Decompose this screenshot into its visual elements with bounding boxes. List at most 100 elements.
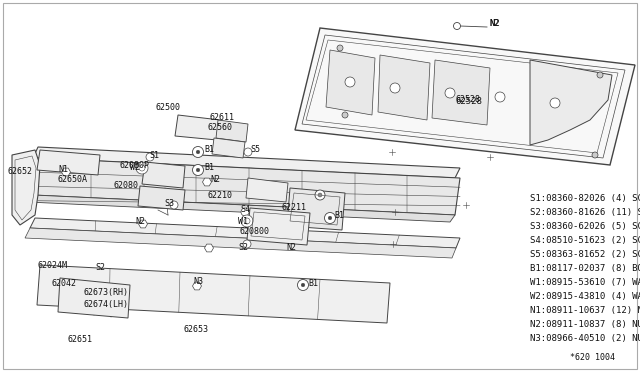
Text: S4:08510-51623 (2) SCREW: S4:08510-51623 (2) SCREW — [530, 235, 640, 244]
Circle shape — [301, 283, 305, 287]
Polygon shape — [33, 158, 460, 215]
Polygon shape — [142, 162, 185, 188]
Text: W2: W2 — [130, 164, 140, 173]
Text: 62651: 62651 — [68, 336, 93, 344]
Text: 62211: 62211 — [282, 203, 307, 212]
Circle shape — [592, 152, 598, 158]
Text: 62024M: 62024M — [38, 262, 68, 270]
Circle shape — [315, 190, 325, 200]
Circle shape — [241, 215, 253, 227]
Polygon shape — [326, 50, 375, 115]
Circle shape — [318, 193, 322, 197]
Circle shape — [244, 218, 250, 224]
Text: 62653: 62653 — [183, 326, 208, 334]
Circle shape — [298, 279, 308, 291]
Text: S5:08363-81652 (2) SCREW: S5:08363-81652 (2) SCREW — [530, 250, 640, 259]
Circle shape — [337, 45, 343, 51]
Polygon shape — [202, 178, 211, 186]
Text: 62652: 62652 — [8, 167, 33, 176]
Circle shape — [244, 148, 252, 156]
Circle shape — [445, 88, 455, 98]
Polygon shape — [212, 138, 245, 158]
Text: 62042: 62042 — [52, 279, 77, 289]
Text: S3: S3 — [164, 199, 174, 208]
Text: 62560: 62560 — [207, 124, 232, 132]
Circle shape — [390, 83, 400, 93]
Text: W1:08915-53610 (7) WASHER: W1:08915-53610 (7) WASHER — [530, 278, 640, 286]
Text: N3: N3 — [193, 278, 203, 286]
Text: 62528: 62528 — [456, 96, 481, 105]
Text: 62673(RH): 62673(RH) — [84, 289, 129, 298]
Polygon shape — [287, 188, 345, 230]
Text: 62650A: 62650A — [58, 176, 88, 185]
Text: B1: B1 — [204, 145, 214, 154]
Text: B1: B1 — [204, 164, 214, 173]
Text: N2: N2 — [135, 218, 145, 227]
Circle shape — [328, 216, 332, 220]
Text: S4: S4 — [240, 205, 250, 215]
Circle shape — [193, 164, 204, 176]
Circle shape — [550, 98, 560, 108]
Polygon shape — [205, 244, 214, 252]
Polygon shape — [193, 282, 202, 290]
Text: N2: N2 — [489, 19, 500, 29]
Polygon shape — [58, 278, 130, 318]
Polygon shape — [28, 195, 455, 222]
Text: *620 1004: *620 1004 — [570, 353, 615, 362]
Circle shape — [136, 162, 148, 174]
Text: W2:08915-43810 (4) WASHER: W2:08915-43810 (4) WASHER — [530, 292, 640, 301]
Circle shape — [495, 92, 505, 102]
Text: 62500: 62500 — [155, 103, 180, 112]
Text: N3:08966-40510 (2) NUT: N3:08966-40510 (2) NUT — [530, 334, 640, 343]
Polygon shape — [246, 178, 288, 202]
Polygon shape — [61, 168, 70, 176]
Polygon shape — [30, 218, 460, 248]
Polygon shape — [37, 265, 390, 323]
Text: 62210: 62210 — [207, 192, 232, 201]
Text: S2: S2 — [238, 244, 248, 253]
Circle shape — [324, 212, 335, 224]
Text: N2:08911-10837 (8) NUT: N2:08911-10837 (8) NUT — [530, 320, 640, 328]
Circle shape — [146, 153, 154, 161]
Circle shape — [345, 77, 355, 87]
Polygon shape — [295, 28, 635, 165]
Circle shape — [243, 240, 251, 248]
Text: 62080: 62080 — [113, 182, 138, 190]
Circle shape — [193, 147, 204, 157]
Circle shape — [170, 201, 178, 209]
Text: 62611: 62611 — [210, 113, 235, 122]
Polygon shape — [138, 220, 147, 228]
Polygon shape — [37, 150, 100, 175]
Polygon shape — [216, 120, 248, 142]
Circle shape — [196, 168, 200, 172]
Text: 620800: 620800 — [240, 228, 270, 237]
Polygon shape — [247, 208, 310, 245]
Text: 62080P: 62080P — [120, 160, 150, 170]
Polygon shape — [25, 228, 456, 258]
Text: 62674(LH): 62674(LH) — [84, 301, 129, 310]
Polygon shape — [138, 186, 185, 210]
Text: N2: N2 — [210, 176, 220, 185]
Text: 62528: 62528 — [455, 96, 482, 106]
Text: S1:08360-82026 (4) SCREW: S1:08360-82026 (4) SCREW — [530, 193, 640, 202]
Text: N1:08911-10637 (12) NUT: N1:08911-10637 (12) NUT — [530, 305, 640, 314]
Text: S2:08360-81626 (11) SCREW: S2:08360-81626 (11) SCREW — [530, 208, 640, 217]
Circle shape — [139, 165, 145, 171]
Circle shape — [241, 208, 249, 216]
Text: S2: S2 — [95, 263, 105, 272]
Circle shape — [597, 72, 603, 78]
Text: N1: N1 — [58, 166, 68, 174]
Polygon shape — [33, 147, 460, 178]
Polygon shape — [530, 60, 612, 145]
Polygon shape — [175, 115, 220, 140]
Polygon shape — [12, 150, 40, 225]
Text: S1: S1 — [149, 151, 159, 160]
Text: N2: N2 — [489, 19, 499, 29]
Polygon shape — [432, 60, 490, 125]
Text: S5: S5 — [250, 145, 260, 154]
Circle shape — [196, 150, 200, 154]
Text: B1:08117-02037 (8) BOLT: B1:08117-02037 (8) BOLT — [530, 263, 640, 273]
Circle shape — [342, 112, 348, 118]
Text: W1: W1 — [238, 218, 248, 227]
Polygon shape — [378, 55, 430, 120]
